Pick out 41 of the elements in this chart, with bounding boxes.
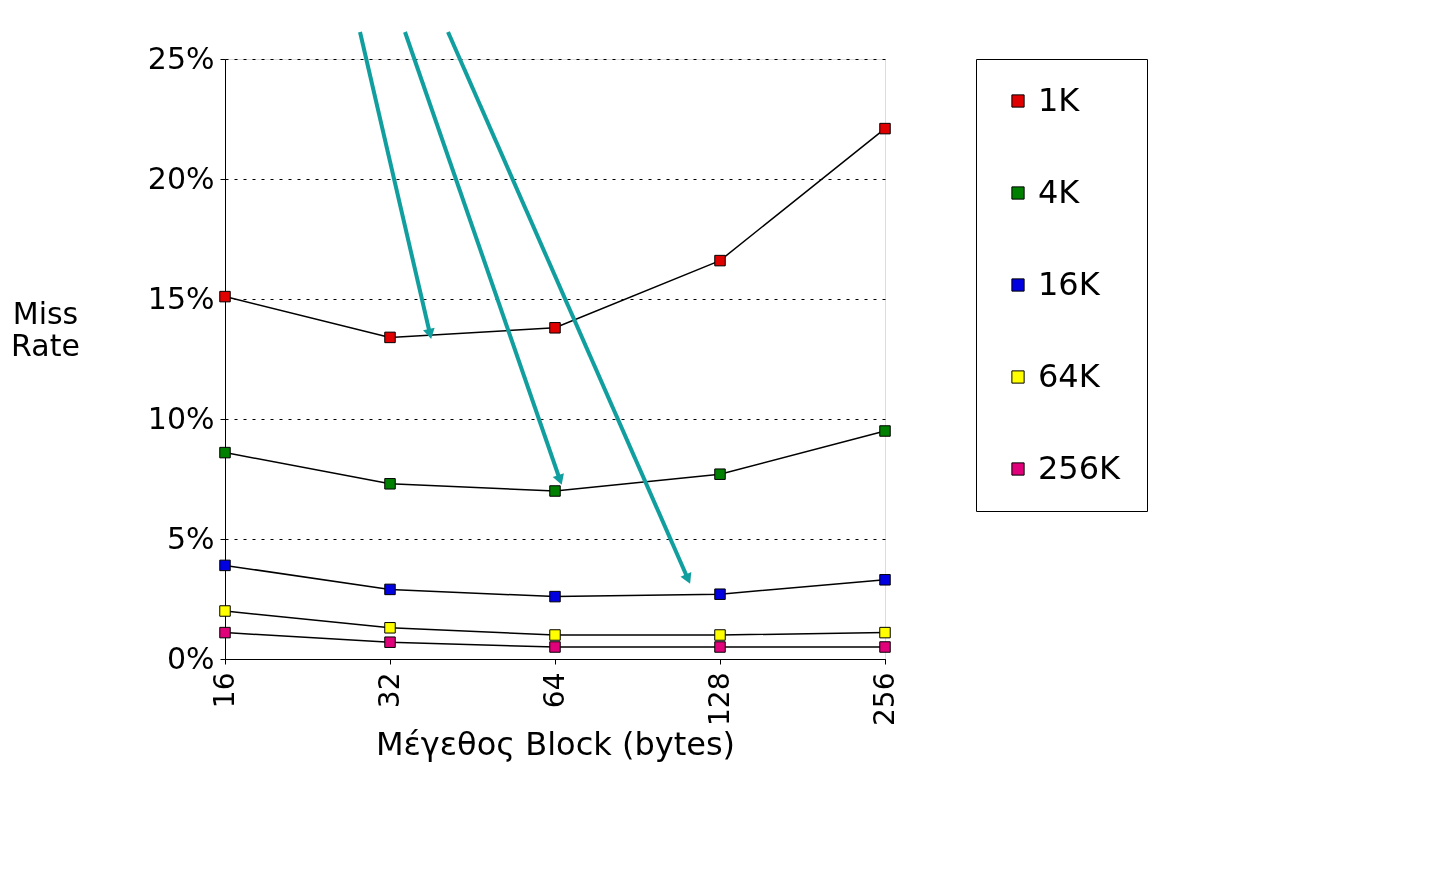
y-tick-label: 5% <box>166 520 215 556</box>
legend-label: 64K <box>1038 357 1101 395</box>
point <box>549 322 561 334</box>
point <box>879 574 891 586</box>
point <box>714 588 726 600</box>
point <box>714 641 726 653</box>
x-axis-title: Μέγεθος Block (bytes) <box>375 724 736 763</box>
point <box>219 626 231 639</box>
y-tick-label: 20% <box>147 160 215 196</box>
point <box>714 254 726 267</box>
point <box>384 331 396 344</box>
point <box>384 622 396 634</box>
point <box>879 641 891 653</box>
x-tick-label: 64 <box>537 672 571 709</box>
point <box>219 446 231 459</box>
legend-label: 256K <box>1038 449 1122 487</box>
point <box>384 636 396 648</box>
y-axis-title: Miss Rate <box>11 295 80 363</box>
y-tick-label: 25% <box>147 40 215 76</box>
point <box>714 468 726 480</box>
y-tick-label: 15% <box>147 280 215 316</box>
point <box>549 641 561 653</box>
point <box>219 290 231 303</box>
point <box>549 485 561 497</box>
x-tick-label: 256 <box>867 672 901 726</box>
point <box>714 629 726 641</box>
point <box>549 629 561 641</box>
point <box>879 425 891 437</box>
point <box>384 583 396 596</box>
point <box>879 122 891 135</box>
legend-label: 1K <box>1038 81 1081 119</box>
point <box>384 478 396 490</box>
legend-label: 4K <box>1038 173 1081 211</box>
point <box>549 590 561 603</box>
legend-label: 16K <box>1038 265 1101 303</box>
point <box>219 605 231 617</box>
point <box>219 559 231 572</box>
y-tick-label: 10% <box>147 400 215 436</box>
x-tick-label: 32 <box>372 672 406 709</box>
point <box>879 626 891 639</box>
x-tick-label: 128 <box>702 672 736 726</box>
